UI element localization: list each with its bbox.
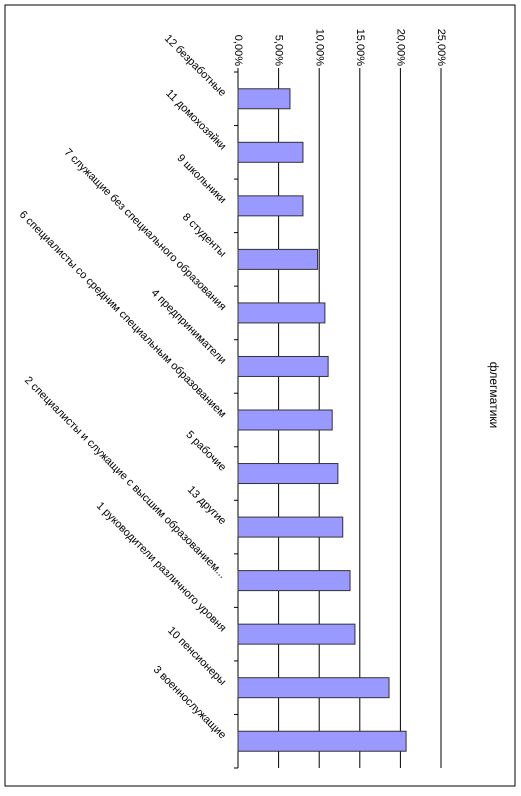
x-tick-label: 15,00%	[354, 29, 366, 67]
bar	[237, 677, 390, 699]
bar	[237, 409, 333, 431]
x-tick-label: 20,00%	[394, 29, 406, 67]
x-tick-label: 10,00%	[313, 29, 325, 67]
bar	[237, 570, 351, 592]
bar	[237, 355, 329, 377]
bar	[237, 141, 304, 163]
bar	[237, 623, 356, 645]
bar	[237, 516, 344, 538]
bar	[237, 195, 304, 217]
chart-title: флегматики	[487, 362, 501, 428]
x-tick-label: 5,00%	[273, 35, 285, 66]
bar	[237, 88, 291, 110]
x-tick-label: 25,00%	[435, 29, 447, 67]
bar	[237, 302, 326, 324]
bar	[237, 248, 319, 270]
bar	[237, 463, 339, 485]
x-tick-label: 0,00%	[232, 35, 244, 66]
bar	[237, 730, 407, 752]
